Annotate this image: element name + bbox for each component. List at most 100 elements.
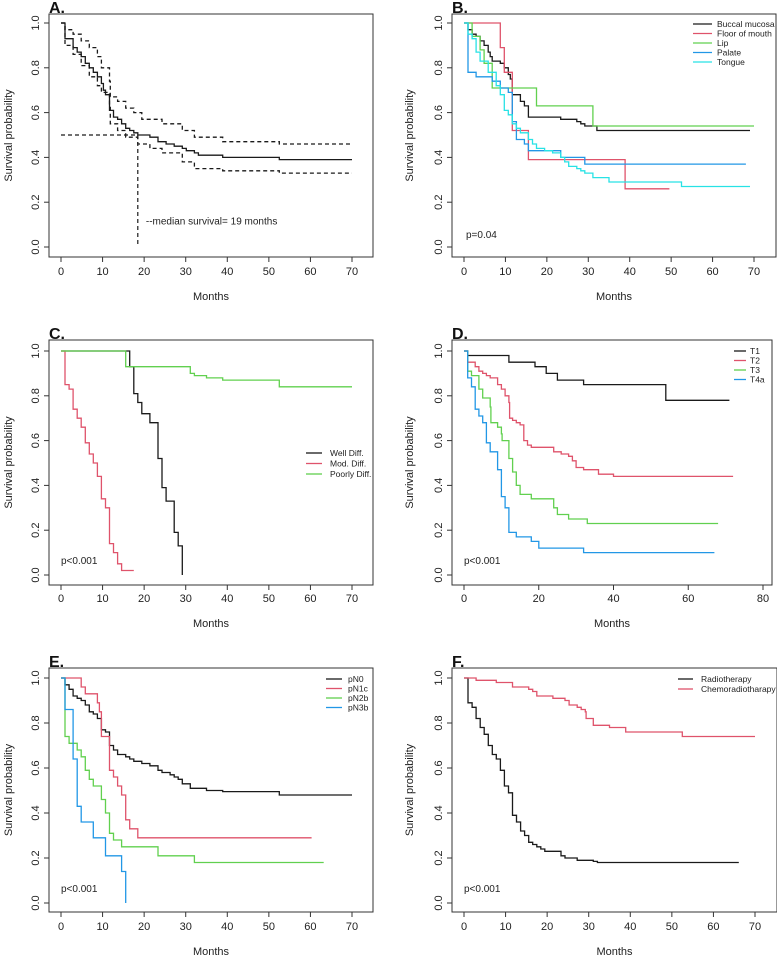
legend-label: Buccal mucosa [717,19,775,29]
x-axis-title: Months [596,291,633,303]
x-tick-label: 20 [533,593,545,605]
survival-curve-pn2b [61,677,324,864]
x-axis-title: Months [596,946,633,958]
survival-curve-buccal-mucosa [464,22,750,132]
p-value-annotation: p=0.04 [466,230,497,241]
panel-e: E. 0 10 20 30 40 50 60 70 0.0 0.2 0.4 0.6 0.8 1.0 Month… [3,654,374,958]
legend-label: pN3b [348,703,369,713]
y-tick-label: 0.8 [433,60,445,75]
x-tick-label: 60 [707,921,719,933]
x-axis-title: Months [193,946,230,958]
panel-f: F. 0 10 20 30 40 50 60 70 0.0 0.2 0.4 0.6 0.8 1.0 Month… [404,654,777,958]
x-tick-label: 40 [221,921,233,933]
x-tick-label: 10 [96,593,108,605]
y-tick-label: 1.0 [30,670,42,685]
y-tick-label: 0.8 [30,715,42,730]
survival-curve-mod-diff- [61,350,134,572]
y-tick-label: 0.4 [433,805,445,820]
survival-curve-palate [464,22,746,165]
legend-label: Well Diff. [330,448,364,458]
x-tick-label: 60 [682,593,694,605]
panel-d: D. 0 20 40 60 80 0.0 0.2 0.4 0.6 0.8 1.0 Months Survi… [404,326,773,630]
x-tick-label: 30 [583,921,595,933]
x-tick-label: 40 [221,593,233,605]
y-tick-label: 0.8 [433,715,445,730]
x-tick-label: 70 [346,266,358,278]
survival-curve-poorly-diff- [61,350,352,388]
legend-label: pN1c [348,684,369,694]
panel-title: A. [49,0,65,17]
y-axis-title: Survival probability [3,89,15,182]
panel-title: B. [452,0,468,17]
survival-curve-pn1c [61,677,312,839]
x-tick-label: 50 [263,921,275,933]
legend-label: pN2b [348,693,369,703]
x-tick-label: 40 [624,921,636,933]
panel-title: F. [452,654,464,671]
y-tick-label: 0.6 [433,760,445,775]
y-tick-label: 1.0 [433,15,445,30]
legend-label: Floor of mouth [717,29,772,39]
x-axis-title: Months [193,618,230,630]
legend-label: Tongue [717,57,745,67]
y-tick-label: 0.8 [433,388,445,403]
x-tick-label: 10 [96,266,108,278]
legend-label: Lip [717,38,729,48]
survival-curve-t4a [464,350,715,554]
legend-label: T4a [750,375,765,385]
y-axis-title: Survival probability [3,743,15,836]
legend-label: Chemoradiotharapy [701,684,776,694]
x-tick-label: 30 [582,266,594,278]
y-tick-label: 0.8 [30,388,42,403]
y-tick-label: 0.2 [433,850,445,865]
x-tick-label: 60 [706,266,718,278]
legend-label: Mod. Diff. [330,459,366,469]
x-tick-label: 20 [138,921,150,933]
survival-curve-lower-95-ci [61,22,352,174]
x-tick-label: 0 [58,266,64,278]
legend-label: Radiotherapy [701,674,752,684]
panel-a: A. 0 10 20 30 40 50 60 70 0.0 0.2 0.4 0.6 0.8 1.0 Month… [3,0,374,303]
x-tick-label: 60 [304,266,316,278]
x-tick-label: 40 [624,266,636,278]
survival-curve-upper-95-ci [61,22,352,145]
y-tick-label: 0.6 [30,760,42,775]
legend-label: Palate [717,48,741,58]
survival-curve-pn0 [61,677,352,796]
y-tick-label: 0.6 [433,433,445,448]
y-tick-label: 0.4 [433,150,445,165]
panel-title: D. [452,326,468,343]
x-axis-title: Months [594,618,631,630]
y-tick-label: 0.0 [30,239,42,254]
y-tick-label: 0.4 [30,478,42,493]
y-tick-label: 0.2 [433,195,445,210]
y-axis-title: Survival probability [404,416,416,509]
y-tick-label: 1.0 [30,343,42,358]
panel-title: C. [49,326,65,343]
y-tick-label: 0.0 [433,567,445,582]
x-tick-label: 60 [304,921,316,933]
x-tick-label: 30 [180,593,192,605]
y-tick-label: 0.2 [30,523,42,538]
p-value-annotation: p<0.001 [464,884,501,895]
survival-curve-t1 [464,350,730,401]
x-tick-label: 0 [58,593,64,605]
x-axis-title: Months [193,291,230,303]
x-tick-label: 30 [180,266,192,278]
legend-label: T1 [750,346,760,356]
y-axis-title: Survival probability [404,89,416,182]
x-tick-label: 50 [263,266,275,278]
x-tick-label: 70 [346,593,358,605]
x-tick-label: 50 [263,593,275,605]
y-tick-label: 0.0 [433,239,445,254]
x-tick-label: 50 [666,921,678,933]
x-tick-label: 40 [607,593,619,605]
survival-curve-pn3b [61,677,127,903]
x-tick-label: 80 [757,593,769,605]
y-tick-label: 0.0 [30,895,42,910]
panel-c: C. 0 10 20 30 40 50 60 70 0.0 0.2 0.4 0.6 0.8 1.0 Month… [3,326,374,630]
y-tick-label: 0.2 [433,523,445,538]
panel-b: B. 0 10 20 30 40 50 60 70 0.0 0.2 0.4 0.6 0.8 1.0 Month… [404,0,777,303]
y-tick-label: 0.8 [30,60,42,75]
